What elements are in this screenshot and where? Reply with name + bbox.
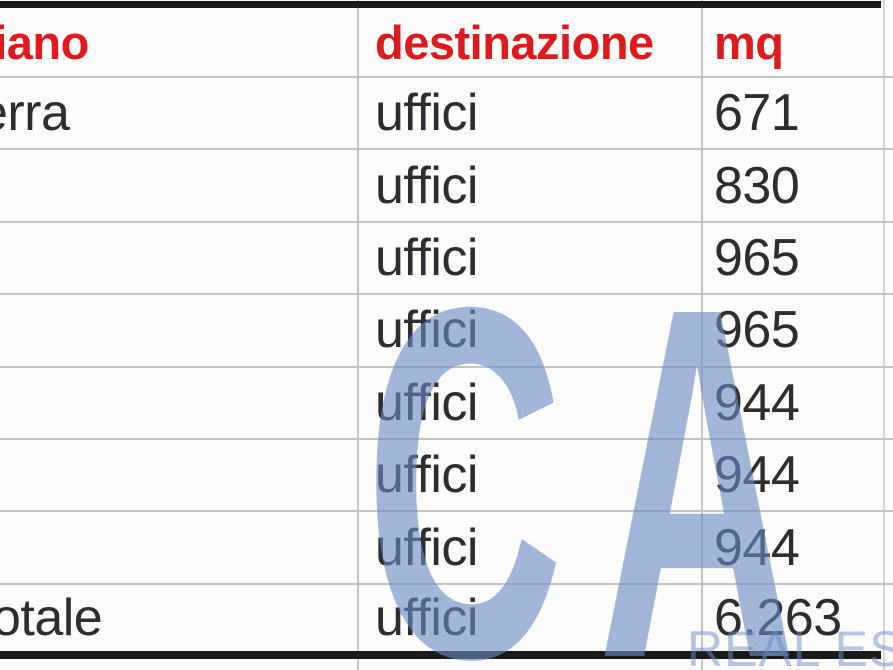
- cell-destinazione-value: uffici: [375, 301, 478, 360]
- cell-piano: [0, 440, 359, 510]
- header-row: piano destinazione mq: [0, 8, 893, 78]
- cell-mq-value: 830: [714, 156, 800, 215]
- table-top-border: [0, 1, 881, 8]
- cell-piano: [0, 295, 359, 365]
- col-header-mq-label: mq: [714, 15, 784, 69]
- cell-destinazione-value: uffici: [375, 228, 478, 287]
- cell-mq-value: 944: [714, 518, 800, 577]
- data-table: piano destinazione mq terra uffici 671 uffi…: [0, 8, 893, 652]
- cell-destinazione-value: uffici: [375, 589, 478, 648]
- cell-destinazione: uffici: [359, 78, 703, 148]
- col-header-destinazione-label: destinazione: [375, 15, 654, 69]
- table-row: uffici 944: [0, 440, 893, 513]
- table-row: terra uffici 671: [0, 78, 893, 151]
- cell-destinazione-value: uffici: [375, 446, 478, 505]
- cell-destinazione-value: uffici: [375, 156, 478, 215]
- cell-destinazione: uffici: [359, 368, 703, 438]
- cell-mq: 671: [703, 78, 893, 148]
- cell-mq-value: 671: [714, 84, 800, 143]
- cell-mq: 965: [703, 223, 893, 293]
- cell-destinazione-value: uffici: [375, 84, 478, 143]
- cell-mq: 944: [703, 440, 893, 510]
- cell-destinazione-value: uffici: [375, 518, 478, 577]
- table-row: uffici 830: [0, 150, 893, 223]
- table-row: uffici 965: [0, 223, 893, 296]
- cell-destinazione-value: uffici: [375, 373, 478, 432]
- table-row-total: totale uffici 6.263: [0, 585, 893, 652]
- cell-mq: 965: [703, 295, 893, 365]
- cell-mq: 830: [703, 150, 893, 220]
- cell-piano-value: totale: [0, 589, 103, 648]
- cell-destinazione: uffici: [359, 223, 703, 293]
- table-row: uffici 944: [0, 512, 893, 585]
- cell-piano: [0, 368, 359, 438]
- table-bottom-border: [0, 651, 881, 659]
- table-row: uffici 965: [0, 295, 893, 368]
- cell-destinazione: uffici: [359, 295, 703, 365]
- cell-mq-value: 944: [714, 446, 800, 505]
- table-body: terra uffici 671 uffici 830 uffici 965 uffici 96…: [0, 78, 893, 652]
- header-cell-piano: piano: [0, 8, 359, 76]
- cell-mq-value: 965: [714, 228, 800, 287]
- column-gridline-1: [357, 0, 359, 670]
- cell-destinazione: uffici: [359, 585, 703, 652]
- cell-mq-value: 6.263: [714, 589, 842, 648]
- header-cell-mq: mq: [703, 8, 893, 76]
- header-cell-destinazione: destinazione: [359, 8, 703, 76]
- cell-piano: [0, 150, 359, 220]
- cell-piano: [0, 512, 359, 582]
- cell-mq-value: 944: [714, 373, 800, 432]
- cell-destinazione: uffici: [359, 512, 703, 582]
- cell-piano: totale: [0, 585, 359, 652]
- cell-mq: 944: [703, 512, 893, 582]
- cell-destinazione: uffici: [359, 150, 703, 220]
- column-gridline-3: [883, 0, 885, 670]
- column-gridline-2: [701, 0, 703, 670]
- cell-mq: 944: [703, 368, 893, 438]
- cell-mq: 6.263: [703, 585, 893, 652]
- cell-destinazione: uffici: [359, 440, 703, 510]
- cell-mq-value: 965: [714, 301, 800, 360]
- col-header-piano-label: piano: [0, 15, 89, 69]
- table-row: uffici 944: [0, 368, 893, 440]
- cell-piano: terra: [0, 78, 359, 148]
- cell-piano: [0, 223, 359, 293]
- cell-piano-value: terra: [0, 84, 70, 143]
